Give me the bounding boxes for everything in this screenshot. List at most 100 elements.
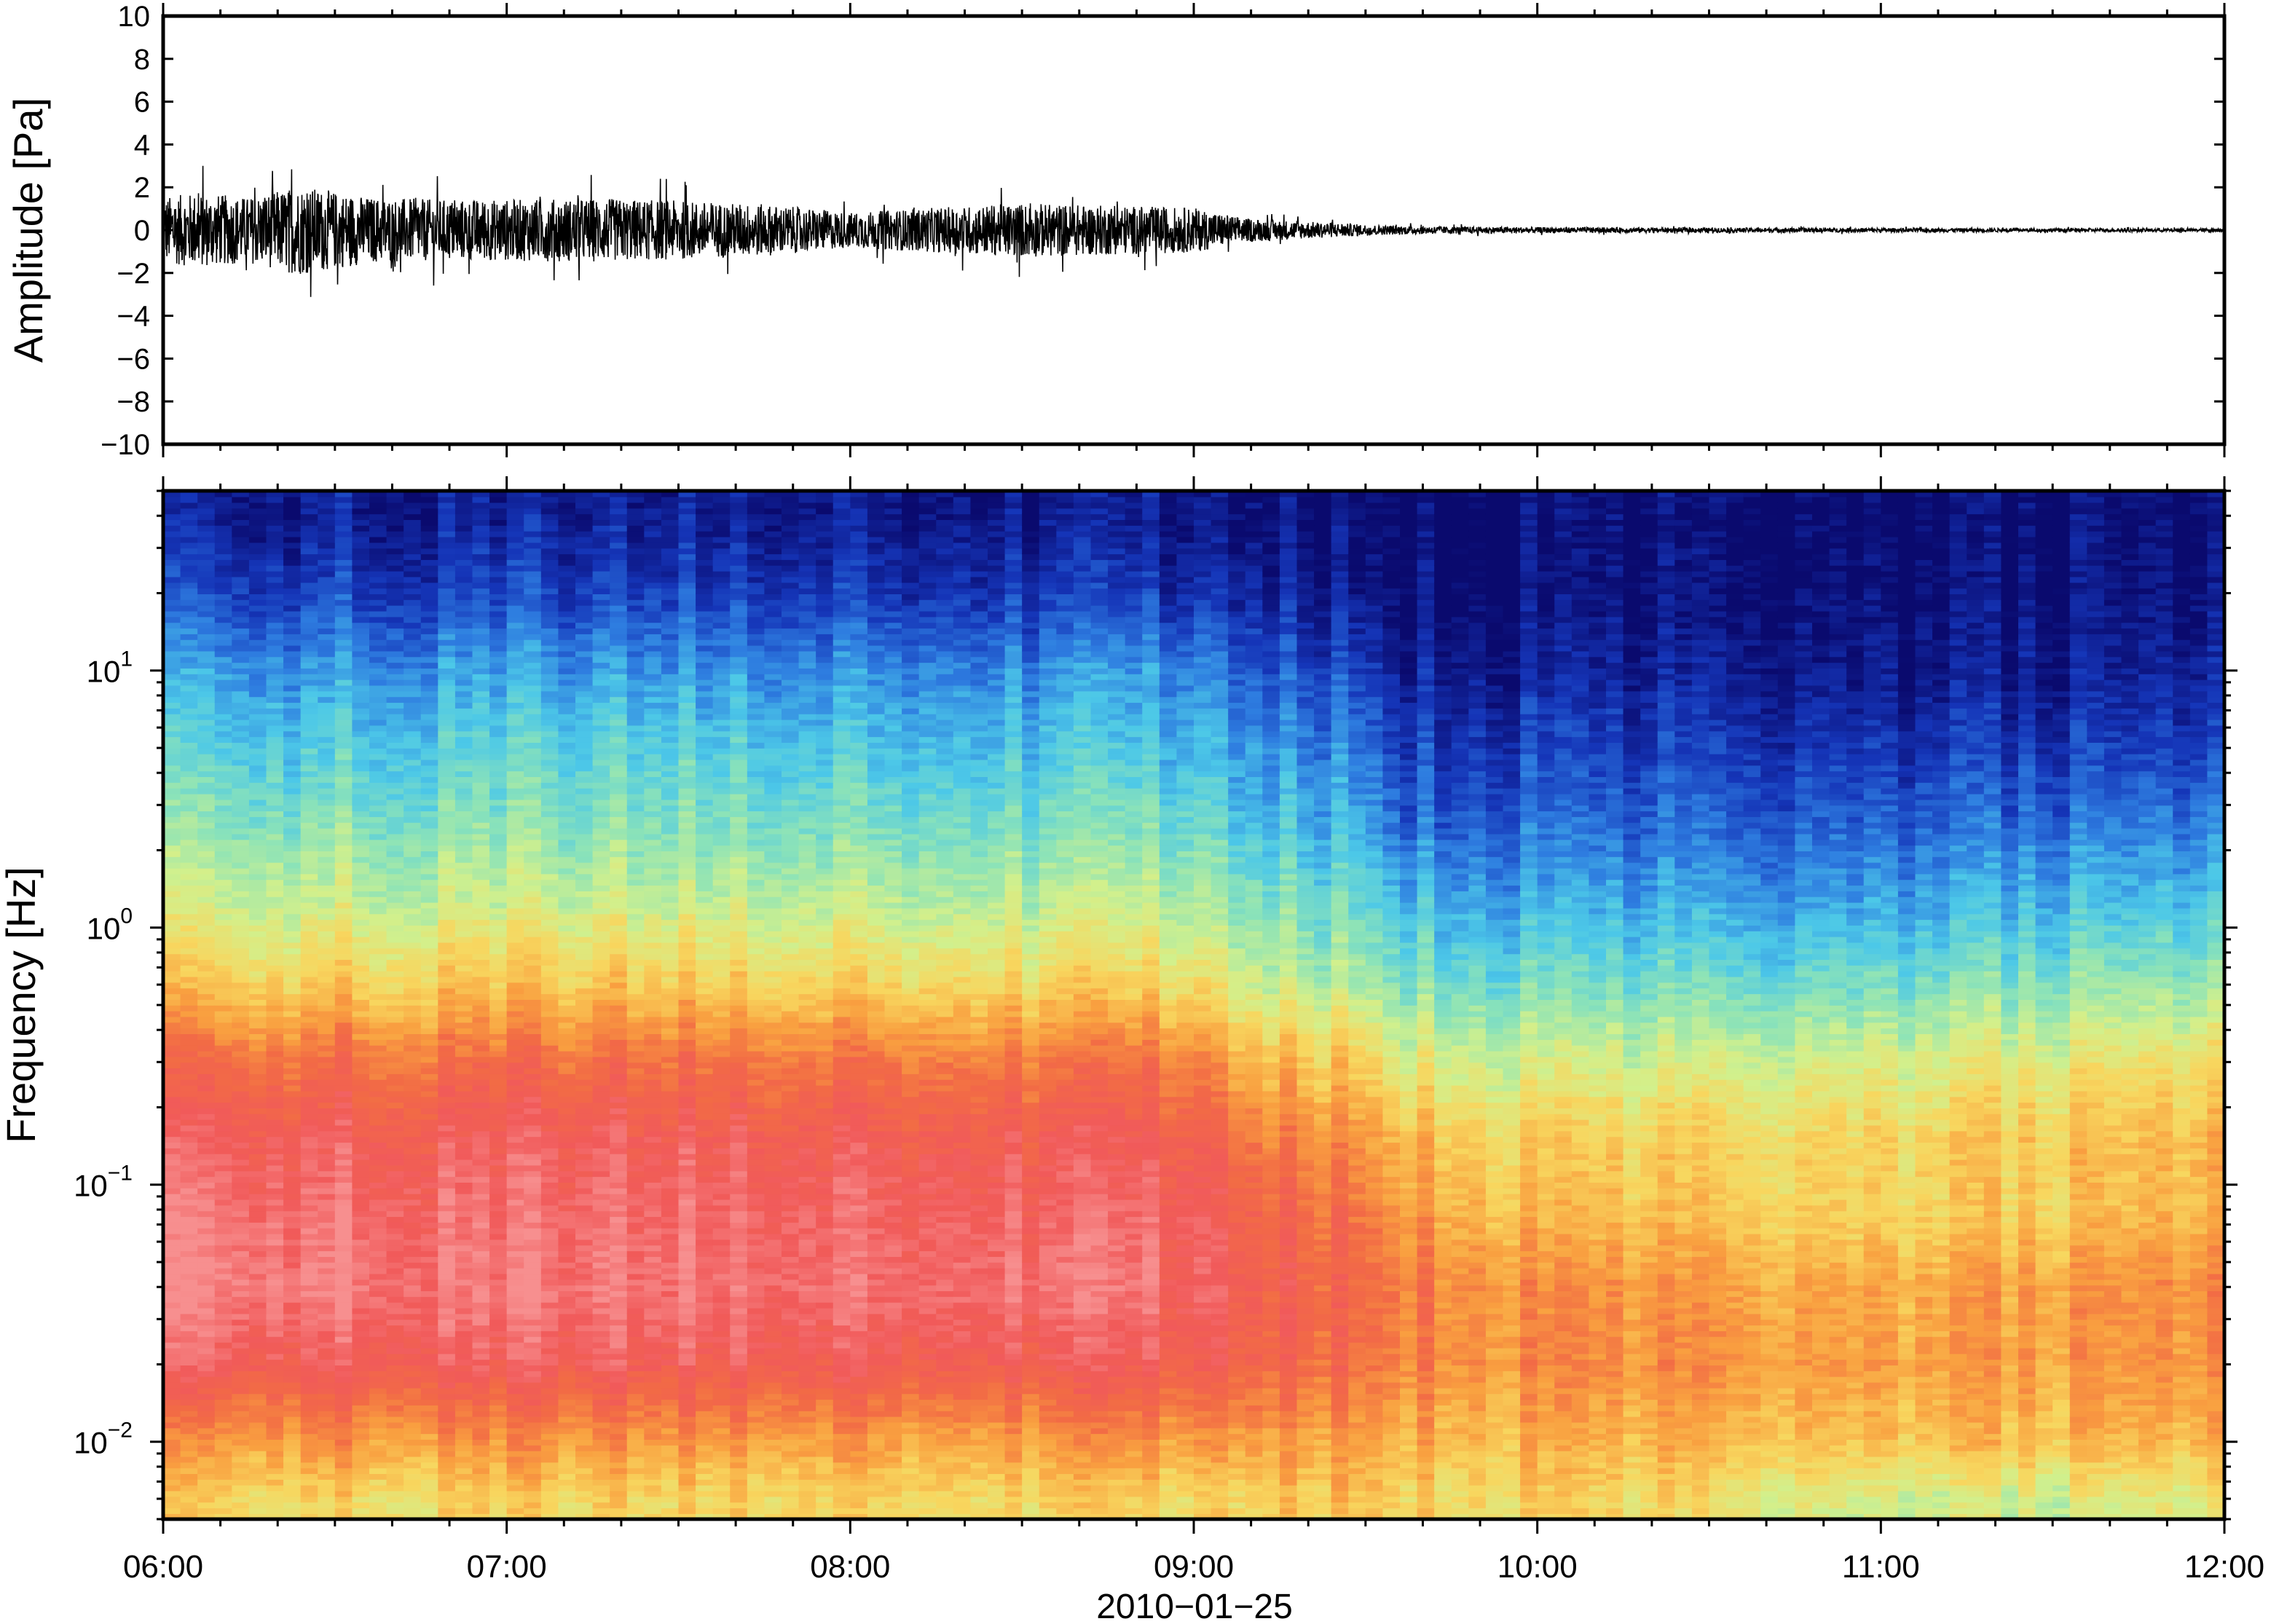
spectrogram-cell xyxy=(163,891,181,897)
spectrogram-cell xyxy=(180,1153,198,1160)
spectrogram-cell xyxy=(180,1250,198,1257)
spectrogram-cell xyxy=(163,942,181,949)
spectrogram-cell xyxy=(232,610,250,618)
spectrogram-cell xyxy=(558,536,576,543)
spectrogram-cell xyxy=(506,553,525,560)
spectrogram-cell xyxy=(489,1119,508,1126)
spectrogram-cell xyxy=(575,491,594,497)
spectrogram-cell xyxy=(334,902,353,909)
spectrogram-cell xyxy=(163,1267,181,1274)
spectrogram-cell xyxy=(197,1285,216,1292)
amplitude-tick-label: 10 xyxy=(118,1,151,33)
spectrogram-cell xyxy=(369,976,387,983)
spectrogram-cell xyxy=(352,1084,370,1092)
spectrogram-cell xyxy=(540,1124,559,1132)
spectrogram-cell xyxy=(489,525,508,532)
spectrogram-cell xyxy=(420,1119,439,1126)
spectrogram-cell xyxy=(318,839,336,846)
spectrogram-cell xyxy=(266,1319,284,1326)
spectrogram-cell xyxy=(524,936,542,943)
spectrogram-cell xyxy=(610,708,628,714)
spectrogram-cell xyxy=(318,502,336,509)
spectrogram-cell xyxy=(420,907,439,915)
spectrogram-cell xyxy=(369,1010,387,1017)
spectrogram-cell xyxy=(575,1108,594,1114)
spectrogram-cell xyxy=(438,1159,456,1166)
spectrogram-cell xyxy=(352,1313,370,1320)
spectrogram-cell xyxy=(300,1262,319,1269)
spectrogram-cell xyxy=(214,708,233,714)
spectrogram-cell xyxy=(404,1124,422,1132)
spectrogram-cell xyxy=(575,1467,594,1475)
spectrogram-cell xyxy=(472,1164,490,1172)
spectrogram-cell xyxy=(386,925,404,931)
spectrogram-cell xyxy=(334,1267,353,1274)
spectrogram-cell xyxy=(248,1148,267,1154)
spectrogram-cell xyxy=(248,936,267,943)
spectrogram-cell xyxy=(248,725,267,732)
spectrogram-cell xyxy=(420,1079,439,1086)
spectrogram-cell xyxy=(558,696,576,703)
spectrogram-cell xyxy=(266,674,284,680)
spectrogram-cell xyxy=(610,959,628,966)
spectrogram-cell xyxy=(318,931,336,937)
spectrogram-cell xyxy=(506,879,525,886)
spectrogram-cell xyxy=(248,1290,267,1297)
spectrogram-cell xyxy=(558,965,576,971)
spectrogram-cell xyxy=(386,965,404,971)
spectrogram-cell xyxy=(420,491,439,497)
spectrogram-cell xyxy=(352,845,370,851)
spectrogram-cell xyxy=(283,1285,302,1292)
spectrogram-cell xyxy=(386,1090,404,1097)
spectrogram-cell xyxy=(610,1022,628,1029)
spectrogram-cell xyxy=(266,1279,284,1286)
spectrogram-cell xyxy=(300,1073,319,1080)
spectrogram-cell xyxy=(369,1353,387,1360)
spectrogram-cell xyxy=(300,1182,319,1189)
spectrogram-cell xyxy=(334,1227,353,1234)
spectrogram-cell xyxy=(540,639,559,646)
spectrogram-cell xyxy=(352,1108,370,1114)
spectrogram-cell xyxy=(386,896,404,903)
spectrogram-cell xyxy=(438,845,456,851)
spectrogram-cell xyxy=(575,553,594,560)
spectrogram-cell xyxy=(506,1456,525,1463)
spectrogram-cell xyxy=(540,787,559,795)
spectrogram-cell xyxy=(334,816,353,823)
spectrogram-cell xyxy=(404,1096,422,1103)
spectrogram-cell xyxy=(197,1233,216,1240)
spectrogram-cell xyxy=(386,913,404,921)
spectrogram-cell xyxy=(472,1513,490,1519)
spectrogram-cell xyxy=(506,1102,525,1108)
spectrogram-cell xyxy=(420,1381,439,1389)
spectrogram-cell xyxy=(197,936,216,943)
spectrogram-cell xyxy=(438,1410,456,1417)
spectrogram-cell xyxy=(540,616,559,623)
spectrogram-cell xyxy=(386,679,404,686)
spectrogram-cell xyxy=(352,1050,370,1057)
spectrogram-cell xyxy=(575,879,594,886)
spectrogram-cell xyxy=(506,536,525,543)
spectrogram-cell xyxy=(489,982,508,989)
spectrogram-cell xyxy=(404,685,422,692)
spectrogram-cell xyxy=(575,656,594,663)
spectrogram-cell xyxy=(610,765,628,772)
spectrogram-cell xyxy=(214,833,233,840)
spectrogram-cell xyxy=(197,1016,216,1023)
spectrogram-cell xyxy=(283,1433,302,1440)
spectrogram-cell xyxy=(334,1142,353,1148)
spectrogram-cell xyxy=(454,508,473,515)
spectrogram-cell xyxy=(386,776,404,783)
spectrogram-cell xyxy=(214,959,233,966)
spectrogram-cell xyxy=(454,1365,473,1371)
spectrogram-cell xyxy=(540,502,559,509)
spectrogram-cell xyxy=(592,1456,610,1463)
spectrogram-cell xyxy=(626,1399,645,1406)
spectrogram-cell xyxy=(524,1199,542,1206)
spectrogram-cell xyxy=(610,1119,628,1126)
spectrogram-cell xyxy=(454,679,473,686)
spectrogram-cell xyxy=(163,1467,181,1475)
spectrogram-cell xyxy=(592,536,610,543)
spectrogram-cell xyxy=(524,1347,542,1355)
spectrogram-cell xyxy=(352,827,370,835)
